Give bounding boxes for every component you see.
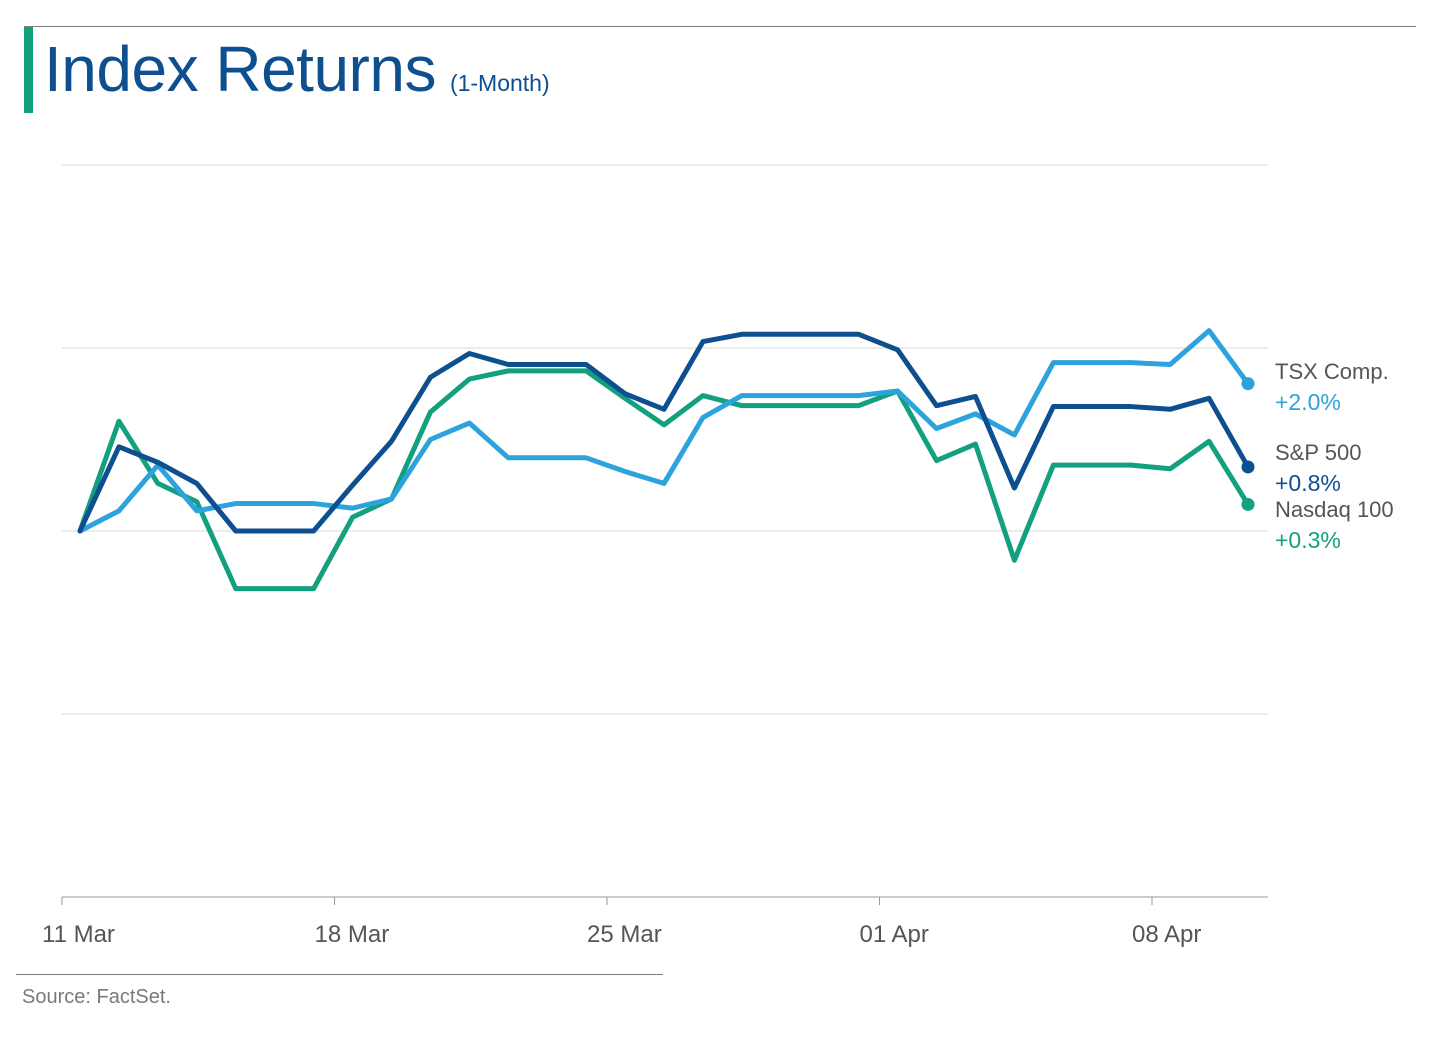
series-line (77, 328, 1251, 534)
series-name-label: S&P 500 (1275, 440, 1361, 465)
title-accent-bar (24, 27, 33, 113)
line-chart: 11 Mar 18 Mar 25 Mar 01 Apr 08 Apr TSX Comp.… (42, 164, 1394, 948)
series-name-label: Nasdaq 100 (1275, 497, 1394, 522)
x-tick-label: 01 Apr (860, 921, 929, 948)
series-end-point (1241, 497, 1255, 511)
series-lines (77, 328, 1255, 592)
source-note: Source: FactSet. (22, 986, 171, 1008)
x-tick-label: 25 Mar (587, 921, 662, 948)
series-end-point (1241, 377, 1255, 391)
series-line (77, 368, 1251, 592)
chart-subtitle: (1-Month) (449, 70, 550, 96)
bottom-rule (16, 974, 663, 975)
title-block: Index Returns (1-Month) (44, 32, 550, 106)
x-axis: 11 Mar 18 Mar 25 Mar 01 Apr 08 Apr (42, 897, 1201, 948)
chart-title: Index Returns (44, 33, 436, 105)
series-end-point (1241, 460, 1255, 474)
x-tick-label: 18 Mar (315, 921, 390, 948)
series-line (77, 331, 1251, 534)
series-value-label: +0.8% (1275, 470, 1341, 496)
series-value-label: +2.0% (1275, 389, 1341, 415)
x-tick-label: 11 Mar (42, 921, 115, 948)
series-labels: TSX Comp. +2.0% S&P 500 +0.8%Nasdaq 100 +0.3… (1275, 359, 1394, 553)
top-rule (24, 26, 1416, 27)
series-value-label: +0.3% (1275, 527, 1341, 553)
x-tick-label: 08 Apr (1132, 921, 1201, 948)
series-name-label: TSX Comp. (1275, 359, 1389, 384)
